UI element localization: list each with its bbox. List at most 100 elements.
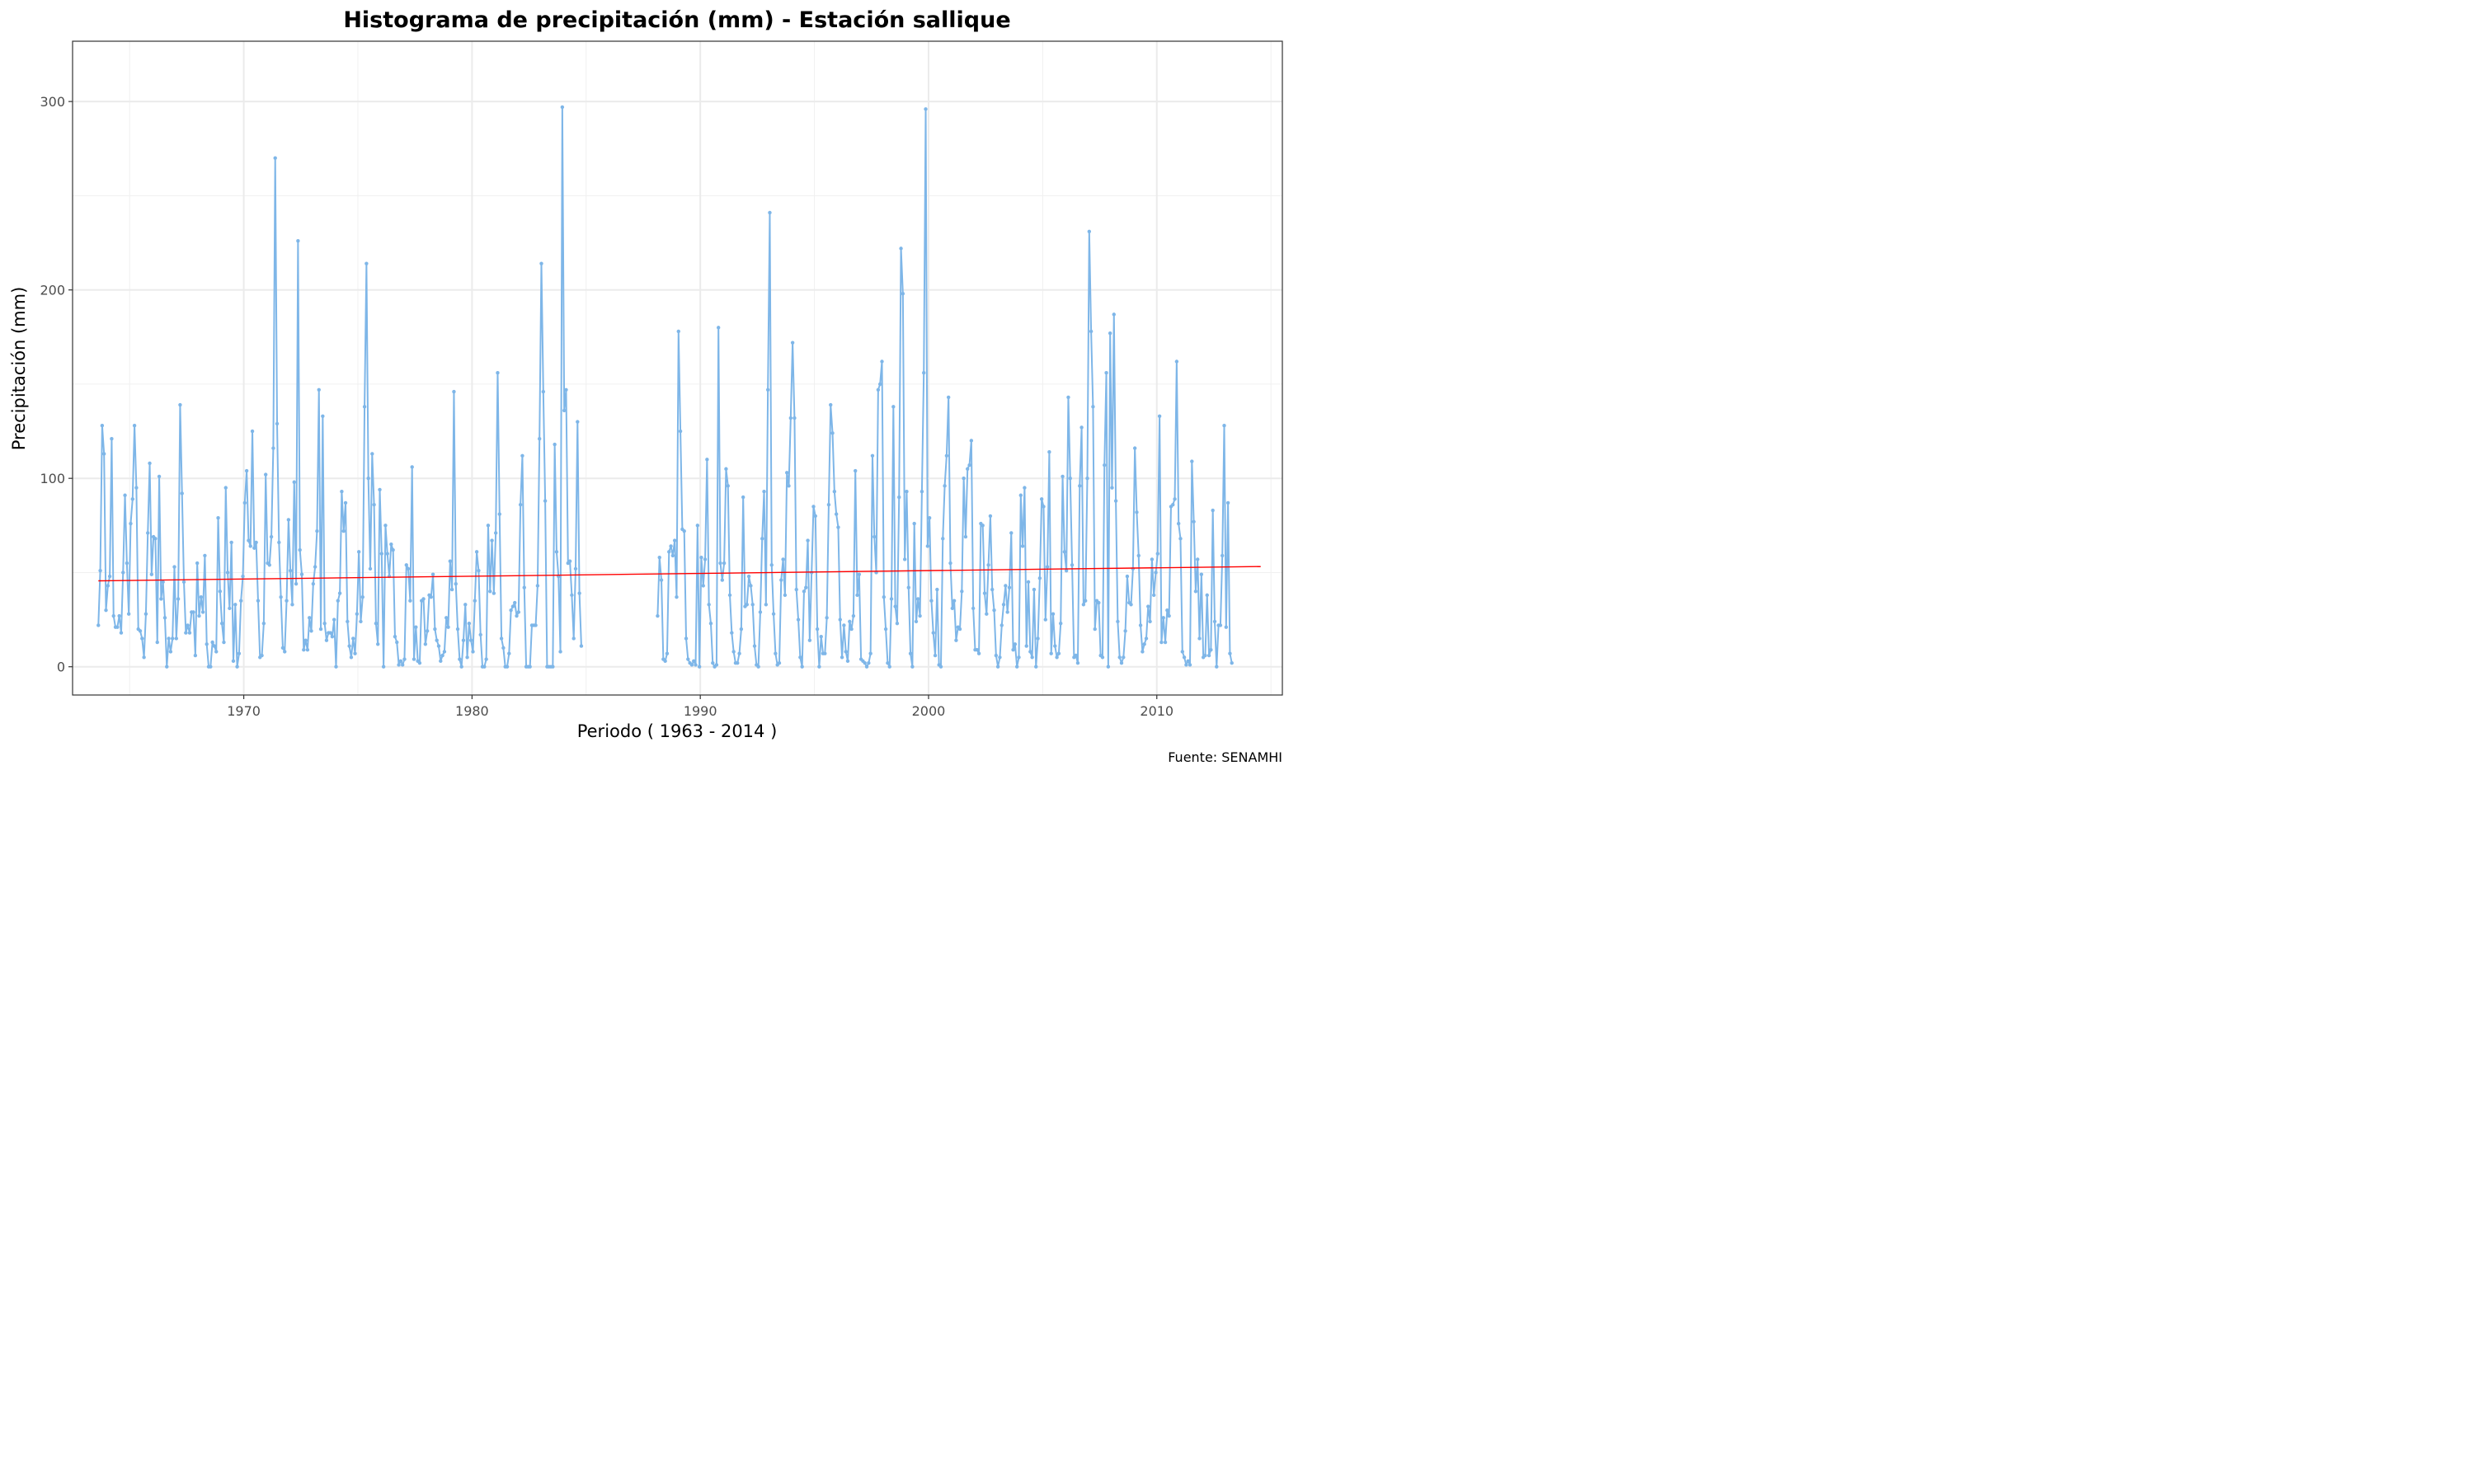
data-point (697, 665, 702, 669)
data-point (285, 599, 289, 603)
data-point (840, 655, 844, 660)
data-point (845, 659, 850, 664)
data-point (125, 561, 129, 566)
data-point (1228, 651, 1232, 655)
data-point (360, 594, 365, 599)
data-point (324, 638, 329, 642)
data-point (867, 660, 871, 665)
series-points (96, 105, 1234, 669)
data-point (1190, 459, 1194, 463)
data-point (1155, 552, 1160, 556)
data-point (507, 651, 511, 655)
data-point (242, 500, 247, 505)
precipitation-chart: Histograma de precipitación (mm) - Estac… (0, 0, 1293, 775)
data-point (1042, 505, 1046, 509)
data-point (1159, 640, 1164, 645)
data-point (1205, 593, 1209, 598)
data-point (516, 610, 521, 614)
data-point (440, 653, 444, 658)
data-point (985, 612, 989, 616)
data-point (781, 557, 785, 561)
data-point (412, 657, 416, 661)
data-point (1093, 627, 1097, 632)
data-point (334, 665, 338, 669)
data-point (1059, 621, 1063, 626)
data-point (758, 610, 763, 614)
data-point (960, 589, 964, 594)
data-point (1028, 650, 1032, 654)
data-point (490, 538, 494, 542)
data-point (515, 613, 519, 618)
data-point (897, 495, 901, 500)
data-point (954, 638, 958, 642)
caption: Fuente: SENAMHI (1168, 749, 1282, 765)
data-point (497, 512, 501, 516)
data-point (110, 437, 114, 441)
data-point (976, 651, 981, 655)
data-point (1049, 651, 1053, 655)
data-point (343, 500, 348, 505)
data-point (1018, 493, 1023, 497)
data-point (564, 387, 568, 392)
data-point (695, 524, 700, 528)
data-point (482, 665, 487, 669)
data-point (836, 525, 840, 529)
data-point (737, 651, 741, 655)
data-point (931, 631, 935, 635)
data-point (241, 574, 245, 579)
data-point (146, 531, 150, 535)
data-point (1013, 642, 1018, 646)
data-point (912, 521, 916, 526)
data-point (1001, 603, 1006, 607)
y-tick-label: 100 (40, 471, 65, 486)
data-point (868, 651, 872, 655)
data-point (318, 627, 323, 632)
data-point (106, 584, 111, 588)
data-point (351, 636, 355, 641)
data-point (929, 599, 934, 603)
data-point (473, 599, 477, 603)
data-point (1161, 616, 1165, 620)
data-point (1070, 563, 1075, 567)
data-point (1193, 589, 1198, 594)
data-point (1116, 619, 1120, 624)
data-point (210, 640, 214, 645)
y-axis-title: Precipitación (mm) (9, 287, 29, 451)
data-point (790, 340, 795, 345)
data-point (298, 547, 302, 552)
data-point (365, 261, 369, 265)
data-point (322, 621, 327, 626)
data-point (538, 437, 542, 441)
data-point (924, 107, 928, 111)
data-point (374, 621, 379, 626)
data-point (1178, 537, 1183, 541)
data-point (448, 559, 453, 563)
data-point (397, 663, 401, 667)
data-point (1171, 502, 1175, 507)
data-point (534, 623, 538, 627)
data-point (969, 439, 974, 443)
data-point (543, 499, 548, 503)
x-tick-label: 2010 (1140, 703, 1174, 719)
data-point (950, 606, 955, 611)
data-point (330, 634, 335, 639)
data-point (579, 644, 584, 648)
data-point (1165, 608, 1169, 613)
data-point (1078, 484, 1082, 488)
data-point (870, 453, 875, 458)
data-point (1020, 544, 1025, 548)
data-point (539, 261, 543, 265)
data-point (1176, 521, 1181, 526)
data-point (807, 638, 812, 642)
data-point (1119, 660, 1124, 665)
data-point (459, 665, 463, 669)
data-point (499, 636, 504, 641)
data-point (916, 597, 920, 601)
data-point (741, 495, 745, 500)
data-point (200, 610, 205, 614)
data-point (107, 574, 112, 579)
data-point (1087, 229, 1092, 234)
data-point (467, 621, 472, 626)
data-point (739, 627, 744, 632)
data-point (1141, 650, 1145, 654)
